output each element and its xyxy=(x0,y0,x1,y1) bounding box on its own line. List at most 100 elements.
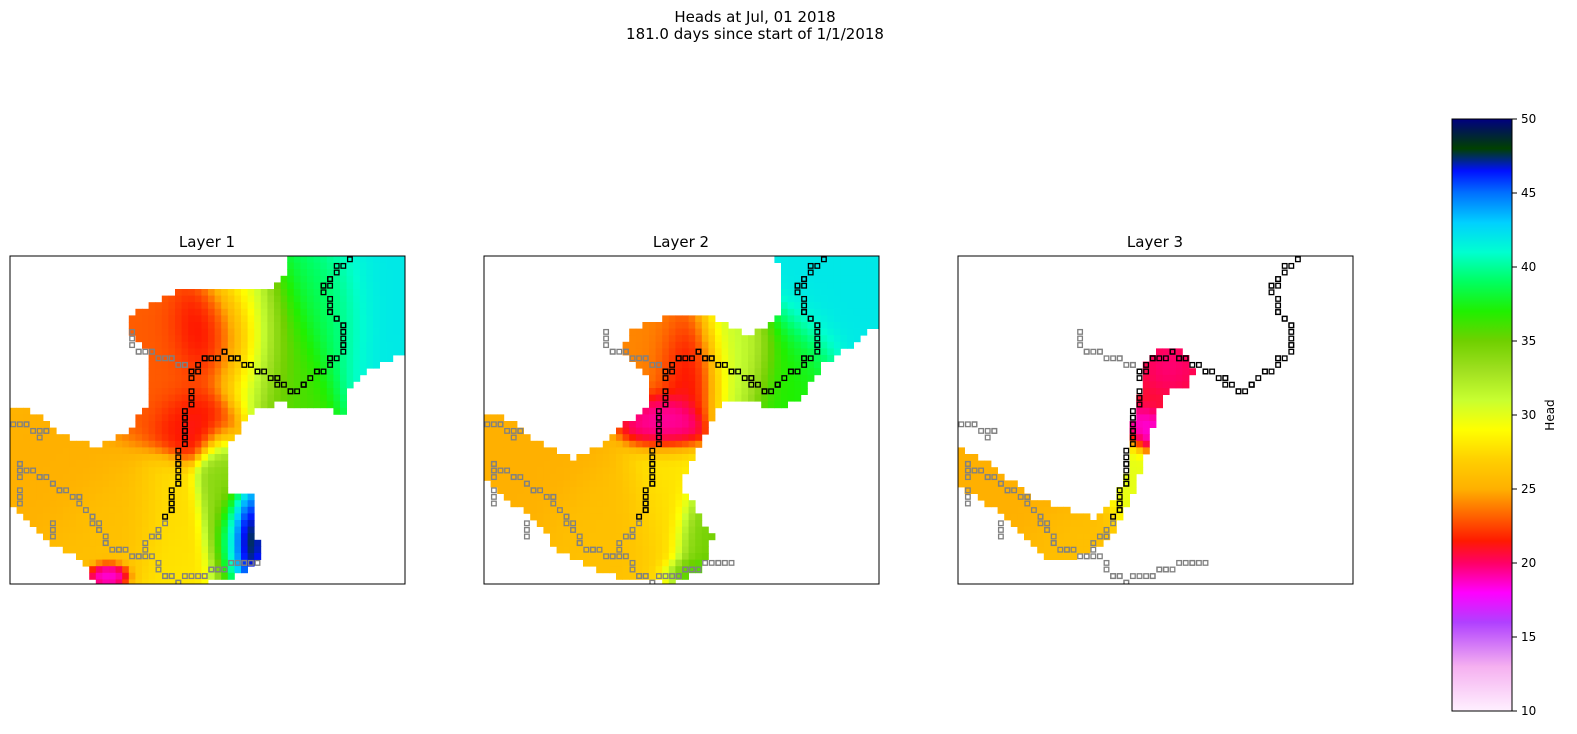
head-cell xyxy=(168,440,176,448)
head-cell xyxy=(161,467,169,475)
head-cell xyxy=(655,394,663,402)
head-cell xyxy=(326,374,334,382)
head-cell xyxy=(89,513,97,521)
head-cell xyxy=(221,440,229,448)
river-cell xyxy=(168,487,175,494)
head-cell xyxy=(668,440,676,448)
head-cell xyxy=(366,328,374,336)
head-cell xyxy=(326,315,334,323)
head-cell xyxy=(333,401,341,409)
head-cell xyxy=(293,341,301,349)
head-cell xyxy=(1083,533,1091,541)
head-cell xyxy=(543,480,551,488)
head-cell xyxy=(682,566,689,574)
head-cell xyxy=(194,533,202,541)
head-cell xyxy=(115,460,123,468)
river-cell xyxy=(327,355,334,362)
head-cell xyxy=(214,295,222,303)
head-cell xyxy=(201,533,209,541)
head-cell xyxy=(602,553,610,560)
head-cell xyxy=(1149,374,1157,382)
head-cell xyxy=(188,381,196,389)
head-cell xyxy=(563,493,571,501)
head-cell xyxy=(175,579,182,584)
head-cell xyxy=(629,440,637,448)
head-cell xyxy=(214,421,222,428)
head-cell xyxy=(873,282,879,290)
head-cell xyxy=(1182,368,1190,376)
head-cell xyxy=(635,440,643,448)
head-cell xyxy=(366,335,374,343)
head-cell xyxy=(142,480,149,488)
head-cell xyxy=(1043,546,1051,554)
head-cell xyxy=(787,355,795,362)
head-cell xyxy=(655,361,663,369)
head-cell xyxy=(234,355,242,362)
head-cell xyxy=(82,460,90,468)
river-cell xyxy=(721,361,728,368)
head-cell xyxy=(89,487,97,494)
head-cell xyxy=(109,454,116,461)
head-cell xyxy=(668,506,676,514)
head-cell xyxy=(576,460,584,468)
head-cell xyxy=(29,493,37,501)
head-cell xyxy=(971,460,979,468)
head-cell xyxy=(161,414,169,422)
head-cell xyxy=(181,355,189,362)
head-cell xyxy=(274,315,281,323)
head-cell xyxy=(688,559,696,567)
head-cell xyxy=(148,487,156,494)
river-cell xyxy=(576,533,583,540)
head-cell xyxy=(175,500,182,508)
head-cell xyxy=(800,302,808,310)
head-cell xyxy=(715,361,722,369)
head-cell xyxy=(221,454,229,461)
head-cell xyxy=(353,374,361,382)
head-cell xyxy=(201,401,209,409)
head-cell xyxy=(241,520,248,527)
river-cell xyxy=(576,540,583,547)
river-cell xyxy=(1281,262,1288,269)
head-cell xyxy=(227,335,235,343)
head-cell xyxy=(675,506,683,514)
head-cell xyxy=(787,374,795,382)
head-cell xyxy=(122,434,130,442)
head-cell xyxy=(814,328,821,336)
head-cell xyxy=(221,322,229,329)
head-cell xyxy=(602,539,610,547)
head-cell xyxy=(188,407,196,415)
head-cell xyxy=(214,434,222,442)
head-cell xyxy=(155,533,163,541)
head-cell xyxy=(56,539,64,547)
head-cell xyxy=(695,427,703,435)
head-cell xyxy=(267,348,275,356)
head-cell xyxy=(49,447,57,455)
head-cell xyxy=(721,381,729,389)
head-cell xyxy=(23,434,31,442)
head-cell xyxy=(781,295,788,303)
head-cell xyxy=(649,421,656,428)
head-cell xyxy=(873,289,879,296)
river-cell xyxy=(523,480,530,487)
head-cell xyxy=(1136,434,1144,442)
head-cell xyxy=(201,546,209,554)
head-cell xyxy=(254,302,262,310)
head-cell xyxy=(10,460,17,468)
head-cell xyxy=(708,322,716,329)
head-cell xyxy=(320,328,328,336)
head-cell xyxy=(682,546,689,554)
head-cell xyxy=(675,394,683,402)
head-cell xyxy=(89,460,97,468)
head-cell xyxy=(1070,513,1078,521)
head-cell xyxy=(682,500,689,508)
head-cell xyxy=(201,467,209,475)
head-cell xyxy=(168,414,176,422)
river-cell xyxy=(155,566,162,573)
river-cell xyxy=(181,573,188,580)
head-cell xyxy=(536,460,544,468)
head-cell xyxy=(148,440,156,448)
head-cell xyxy=(629,553,637,560)
head-cell xyxy=(148,493,156,501)
head-cell xyxy=(675,361,683,369)
head-cell xyxy=(1037,506,1045,514)
